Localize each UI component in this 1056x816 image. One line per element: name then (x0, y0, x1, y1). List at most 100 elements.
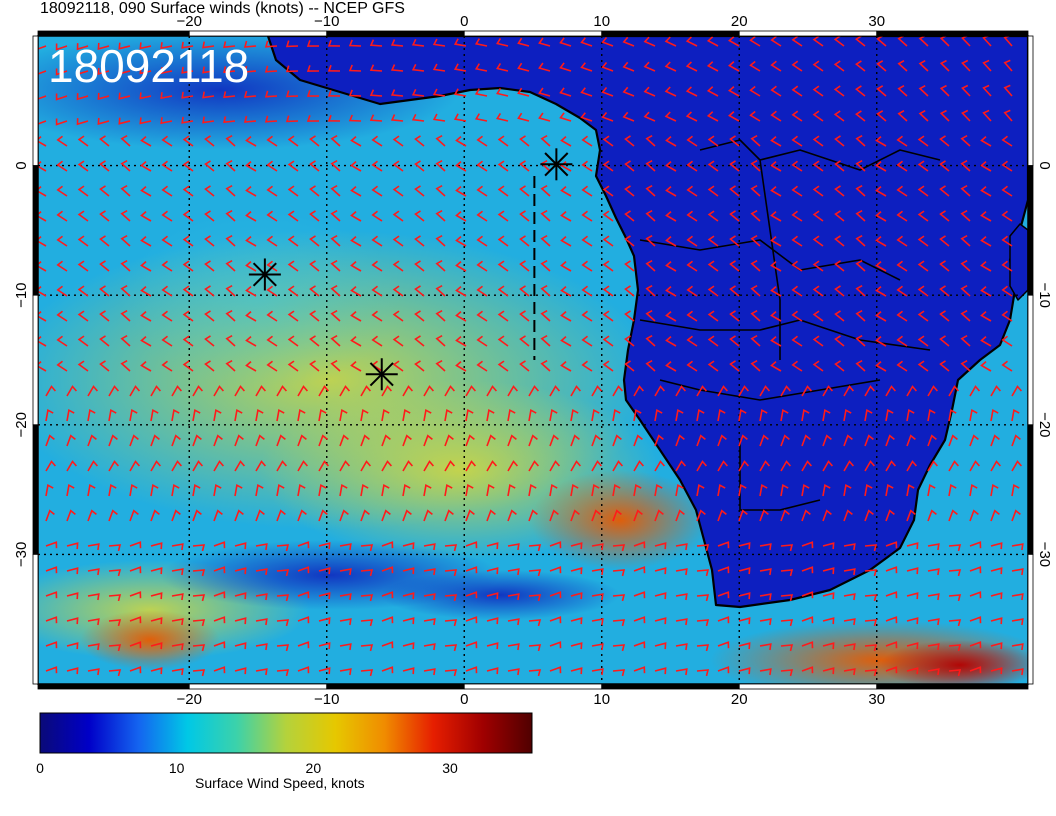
wind-barb (444, 594, 458, 602)
wind-barb (97, 92, 110, 100)
wind-barb (444, 434, 454, 447)
wind-barb (455, 335, 467, 347)
wind-barb (961, 109, 971, 122)
wind-barb (675, 385, 687, 397)
wind-barb (87, 568, 100, 576)
wind-barb (948, 544, 962, 552)
wind-barb (875, 160, 887, 172)
wind-barb (182, 335, 194, 347)
wind-barb (99, 210, 110, 222)
wind-barb (192, 434, 202, 447)
wind-barb (225, 359, 236, 372)
wind-barb (139, 92, 152, 100)
wind-barb (791, 85, 803, 97)
wind-barb (643, 36, 656, 47)
wind-barb (129, 641, 142, 649)
wind-barb (245, 135, 257, 147)
wind-barb (780, 385, 792, 397)
wind-barb (77, 135, 89, 147)
wind-barb (906, 483, 915, 497)
wind-barb (822, 542, 835, 550)
wind-barb (633, 509, 643, 522)
axis-bar-segment (326, 30, 465, 37)
wind-barb (549, 434, 559, 447)
wind-barb (435, 209, 446, 222)
axis-bar-segment (37, 683, 190, 690)
wind-barb (864, 434, 874, 447)
wind-barb (120, 134, 131, 147)
wind-barb (791, 135, 803, 147)
wind-barb (624, 185, 635, 197)
wind-barb (297, 541, 310, 549)
wind-barb (202, 41, 215, 49)
wind-barb (245, 160, 257, 172)
wind-barb (45, 541, 58, 549)
wind-barb (192, 644, 206, 652)
wind-barb (225, 184, 236, 197)
wind-barb (330, 359, 341, 372)
wind-barb (750, 259, 761, 272)
wind-barb (444, 544, 458, 552)
wind-barb (213, 591, 226, 599)
wind-barb (234, 542, 247, 550)
wind-barb (834, 210, 845, 222)
wind-barb (654, 617, 667, 625)
wind-barb (318, 592, 331, 600)
colorbar-label: Surface Wind Speed, knots (195, 775, 365, 791)
wind-barb (560, 335, 572, 347)
wind-barb (855, 359, 866, 372)
wind-barb (686, 310, 698, 322)
wind-barb (707, 160, 719, 172)
wind-barb (38, 135, 47, 147)
wind-barb (843, 408, 852, 422)
wind-barb (181, 116, 194, 124)
wind-barb (77, 235, 89, 247)
wind-barb (876, 85, 887, 97)
wind-barb (77, 285, 89, 297)
wind-barb (917, 310, 929, 322)
wind-barb (56, 135, 68, 147)
wind-barb (266, 260, 278, 272)
wind-barb (822, 667, 835, 675)
wind-barb (204, 135, 215, 147)
wind-barb (864, 619, 878, 627)
wind-barb (822, 642, 835, 650)
wind-barb (717, 666, 730, 674)
axis-bar-segment (876, 30, 1029, 37)
wind-barb (108, 385, 120, 397)
wind-barb (234, 385, 246, 397)
wind-barb (276, 434, 286, 447)
wind-barb (885, 434, 895, 447)
wind-barb (560, 135, 572, 147)
wind-barb (392, 185, 404, 197)
wind-barb (750, 134, 761, 147)
wind-barb (223, 91, 236, 99)
wind-barb (686, 335, 698, 347)
wind-barb (581, 360, 593, 372)
wind-barb (287, 210, 299, 222)
wind-barb (990, 567, 1003, 575)
wind-barb (245, 310, 257, 322)
wind-barb (120, 284, 131, 297)
wind-barb (423, 460, 435, 472)
wind-barb (822, 592, 835, 600)
wind-barb (225, 259, 236, 272)
wind-barb (843, 385, 855, 397)
map-title: 18092118, 090 Surface winds (knots) -- N… (40, 0, 405, 17)
wind-barb (371, 335, 383, 347)
wind-barb (496, 62, 509, 72)
wind-barb (423, 643, 436, 651)
wind-barb (906, 592, 919, 600)
wind-barb (729, 285, 740, 297)
wind-barb (822, 408, 831, 422)
wind-barb (855, 159, 866, 172)
wind-barb (876, 110, 887, 122)
wind-barb (665, 160, 677, 172)
wind-barb (602, 210, 614, 222)
wind-barb (960, 234, 971, 247)
lat-tick-label: −30 (1036, 542, 1053, 567)
wind-barb (801, 385, 813, 397)
wind-barb (1011, 385, 1023, 397)
wind-barb (540, 259, 551, 272)
wind-barb (624, 210, 635, 222)
